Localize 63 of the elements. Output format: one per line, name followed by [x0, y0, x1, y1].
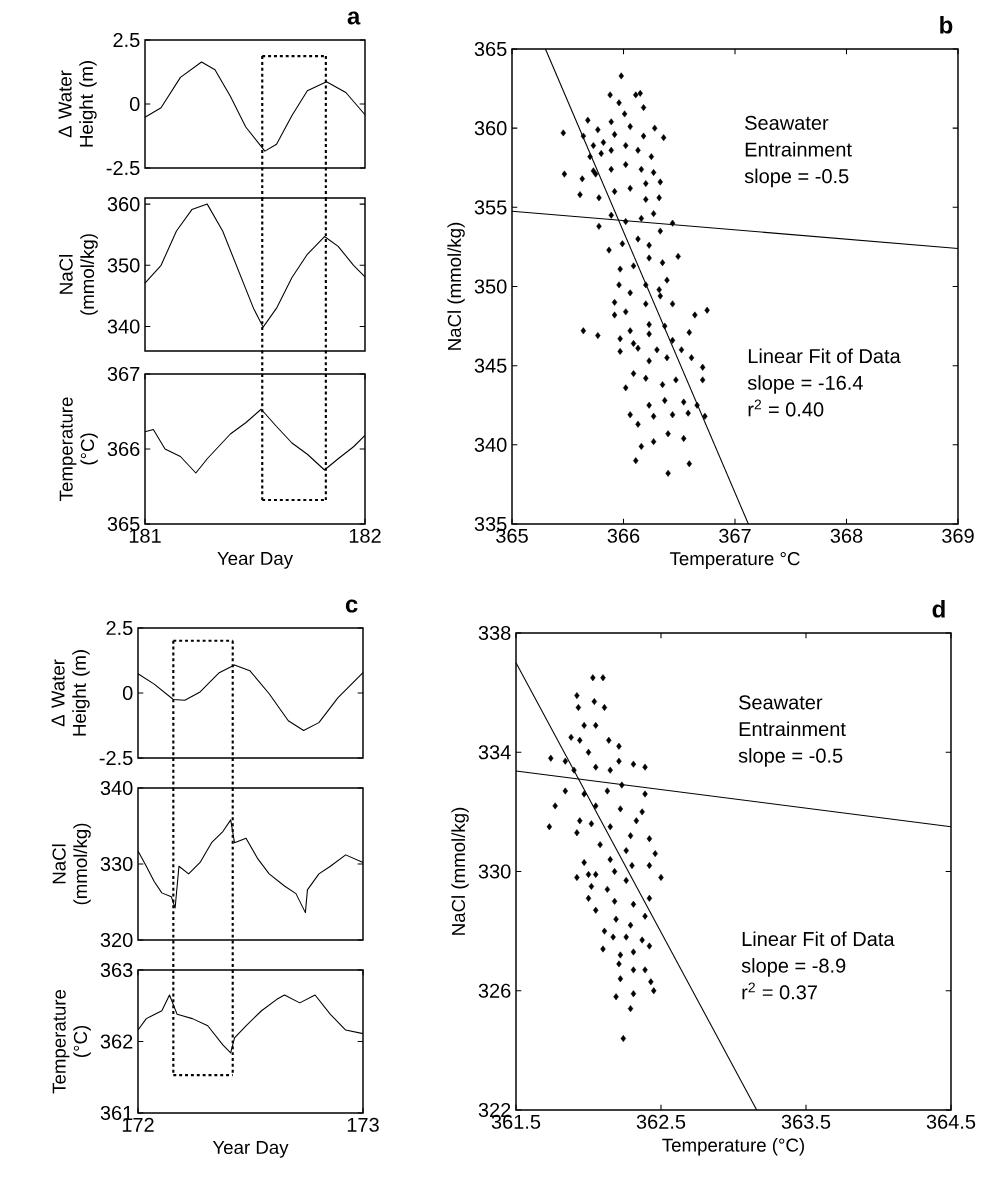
- y-tick-label: 320: [100, 932, 133, 948]
- chart-title: b: [940, 15, 953, 34]
- y-tick-label: 338: [478, 625, 511, 641]
- y-tick-label: 366: [107, 441, 140, 457]
- y-axis-title: NaCl (mmol/kg): [451, 807, 469, 935]
- chart-title: c: [345, 599, 358, 613]
- x-tick-label: 173: [347, 1117, 379, 1132]
- x-axis-title: Temperature °C: [669, 552, 800, 569]
- x-tick-label: 367: [719, 528, 751, 543]
- y-tick-label: 345: [474, 358, 507, 373]
- y-tick-label: 330: [100, 856, 133, 872]
- annotation: Entrainment: [739, 721, 846, 737]
- y-tick-label: 340: [474, 437, 507, 452]
- y-axis-title: Temperature (°C): [59, 397, 98, 501]
- y-tick-label: 340: [107, 319, 140, 334]
- y-tick-label: 350: [107, 258, 140, 273]
- y-axis-title: NaCl (mmol/kg): [59, 234, 98, 315]
- annotation: slope = -16.4: [747, 375, 863, 394]
- chart-title: d: [932, 599, 945, 618]
- y-tick-label: -2.5: [106, 160, 140, 176]
- y-tick-label: 365: [474, 41, 507, 57]
- annotation: Entrainment: [745, 141, 852, 157]
- y-axis-title: NaCl (mmol/kg): [447, 222, 465, 350]
- annotation: slope = -0.5: [738, 748, 843, 767]
- annotation: Linear Fit of Data: [742, 931, 895, 947]
- y-tick-label: 355: [474, 200, 507, 215]
- annotation: r$^{2}$ = 0.37: [742, 982, 817, 1000]
- annotation: slope = -8.9: [741, 958, 846, 977]
- x-axis-title: Year Day: [217, 552, 294, 569]
- annotation: slope = -0.5: [744, 168, 849, 188]
- y-tick-label: 363: [100, 962, 133, 978]
- annotation: r$^{2}$ = 0.40: [748, 399, 824, 417]
- y-axis-title: Temperature (°C): [52, 989, 91, 1094]
- y-tick-label: 2.5: [106, 620, 133, 636]
- y-tick-label: 360: [474, 121, 507, 136]
- y-tick-label: 2.5: [113, 32, 140, 48]
- y-tick-label: 0: [129, 96, 140, 112]
- x-axis-title: Temperature (°C): [662, 1138, 804, 1156]
- x-tick-label: 368: [830, 528, 863, 543]
- y-tick-label: 350: [474, 279, 507, 294]
- y-tick-label: 0: [122, 685, 133, 701]
- y-tick-label: 367: [107, 366, 140, 382]
- y-axis-title: Δ Water Height (m): [51, 650, 90, 736]
- y-tick-label: -2.5: [99, 750, 133, 766]
- x-tick-label: 364.5: [926, 1114, 976, 1129]
- x-tick-label: 182: [349, 528, 381, 543]
- annotation: Seawater: [745, 115, 829, 130]
- annotation: Seawater: [739, 695, 823, 710]
- x-tick-label: 363.5: [781, 1114, 831, 1129]
- chart-title: a: [347, 11, 361, 25]
- x-tick-label: 362.5: [636, 1114, 686, 1129]
- y-tick-label: 326: [478, 983, 511, 998]
- y-axis-title: NaCl (mmol/kg): [52, 823, 91, 905]
- x-tick-label: 369: [942, 528, 974, 543]
- y-tick-label: 362: [100, 1034, 133, 1049]
- x-tick-label: 366: [607, 528, 640, 543]
- y-tick-label: 330: [478, 864, 511, 879]
- x-axis-title: Year Day: [212, 1141, 289, 1158]
- annotation: Linear Fit of Data: [748, 348, 901, 364]
- y-tick-label: 340: [100, 780, 133, 796]
- y-axis-title: Δ Water Height (m): [58, 61, 97, 147]
- y-tick-label: 360: [107, 197, 140, 212]
- y-tick-label: 334: [478, 745, 511, 760]
